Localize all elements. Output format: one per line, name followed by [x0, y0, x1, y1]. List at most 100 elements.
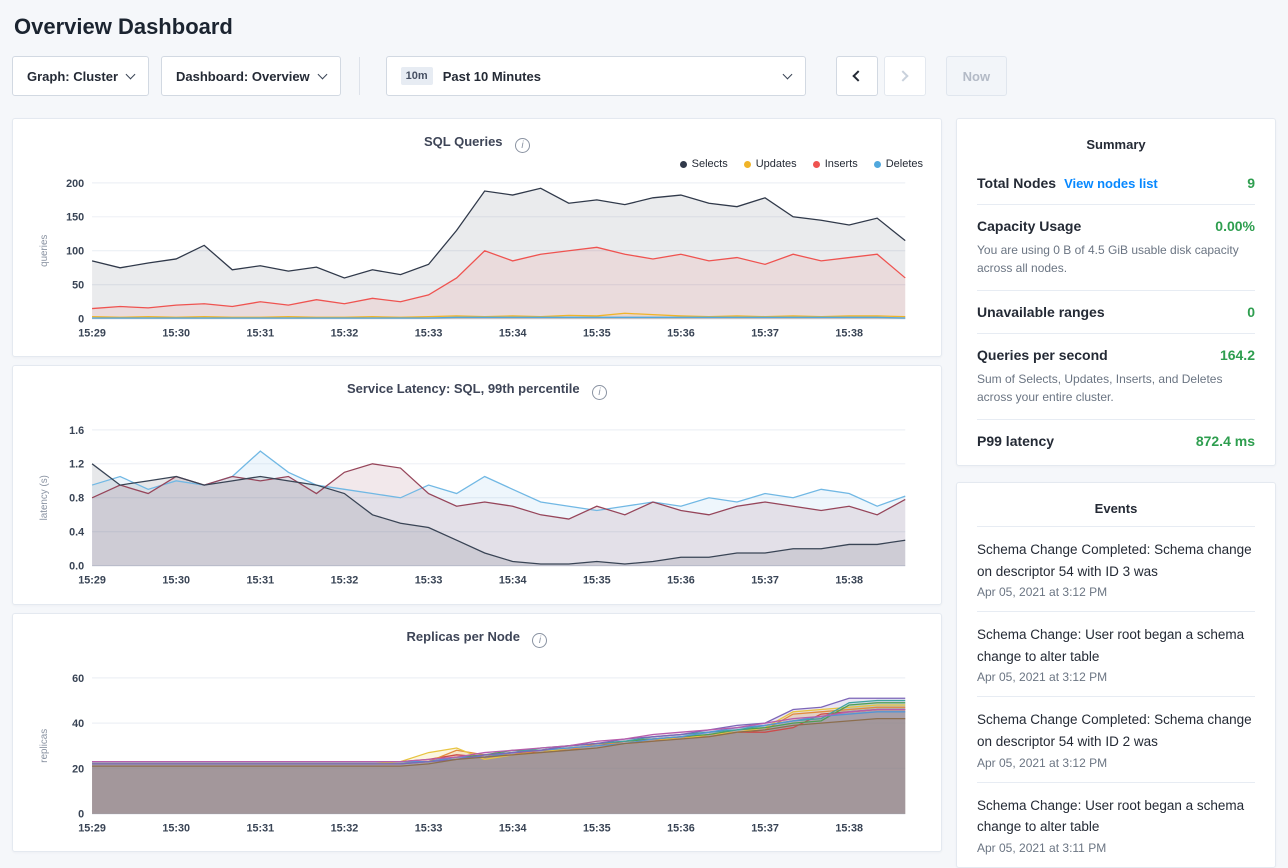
time-range-label: Past 10 Minutes — [442, 68, 541, 84]
svg-text:15:34: 15:34 — [499, 575, 527, 587]
svg-text:15:38: 15:38 — [835, 822, 863, 834]
time-range-badge: 10m — [400, 67, 433, 85]
event-text: Schema Change Completed: Schema change o… — [977, 712, 1252, 749]
svg-text:15:30: 15:30 — [162, 822, 190, 834]
events-card: Events Schema Change Completed: Schema c… — [956, 482, 1276, 868]
service-latency-chart[interactable]: 0.0 0.4 0.8 1.2 1.6 15:29 15:30 15:31 15:32 15:33… — [31, 420, 923, 593]
sql-queries-chart[interactable]: 0 50 100 150 200 15:29 15:30 15:31 15:32 15:33 15:… — [31, 173, 923, 346]
chevron-down-icon — [782, 69, 793, 80]
event-item: Schema Change: User root began a schema … — [977, 781, 1255, 867]
summary-value: 872.4 ms — [1195, 433, 1255, 449]
dashboard-dropdown[interactable]: Dashboard: Overview — [161, 56, 341, 96]
legend-item: Selects — [679, 158, 728, 170]
time-nav-buttons — [835, 56, 926, 96]
svg-text:15:33: 15:33 — [415, 822, 443, 834]
event-time: Apr 05, 2021 at 3:12 PM — [977, 755, 1108, 770]
summary-label: Queries per second — [977, 347, 1108, 363]
svg-text:15:37: 15:37 — [751, 327, 779, 339]
summary-value: 0 — [1247, 304, 1255, 320]
summary-row-unavailable-ranges: Unavailable ranges 0 — [977, 290, 1255, 333]
summary-row-capacity-usage: Capacity Usage 0.00% You are using 0 B o… — [977, 204, 1255, 290]
svg-text:15:35: 15:35 — [583, 822, 611, 834]
charts-column: SQL Queries i Selects Updates Inserts — [12, 118, 942, 860]
chart-title: Replicas per Node — [406, 628, 520, 644]
svg-text:1.6: 1.6 — [69, 425, 84, 437]
info-icon[interactable]: i — [514, 138, 530, 153]
svg-text:15:37: 15:37 — [751, 822, 779, 834]
legend-dot — [812, 160, 820, 168]
svg-text:200: 200 — [66, 178, 84, 190]
summary-card: Summary Total Nodes View nodes list 9 Ca… — [956, 118, 1276, 466]
sidebar-column: Summary Total Nodes View nodes list 9 Ca… — [956, 118, 1276, 868]
events-title: Events — [1094, 501, 1138, 516]
svg-text:15:31: 15:31 — [246, 327, 274, 339]
svg-text:15:33: 15:33 — [415, 327, 443, 339]
chart-card-sql-queries: SQL Queries i Selects Updates Inserts — [12, 118, 942, 358]
svg-text:15:37: 15:37 — [751, 575, 779, 587]
time-next-button[interactable] — [883, 56, 926, 96]
svg-text:15:29: 15:29 — [78, 575, 106, 587]
svg-text:15:31: 15:31 — [246, 822, 274, 834]
svg-text:15:29: 15:29 — [78, 822, 106, 834]
legend-dot — [679, 160, 687, 168]
summary-description: You are using 0 B of 4.5 GiB usable disk… — [977, 243, 1239, 275]
legend-item: Inserts — [812, 158, 858, 170]
svg-text:latency (s): latency (s) — [39, 475, 50, 520]
svg-text:15:36: 15:36 — [667, 327, 695, 339]
info-icon[interactable]: i — [532, 632, 548, 648]
svg-text:0.0: 0.0 — [69, 561, 84, 573]
legend-item: Updates — [743, 158, 797, 170]
chevron-down-icon — [125, 69, 136, 80]
svg-text:15:35: 15:35 — [583, 575, 611, 587]
summary-value: 164.2 — [1219, 347, 1255, 363]
dashboard-dropdown-label: Dashboard: Overview — [176, 68, 310, 84]
chevron-left-icon — [852, 70, 864, 82]
event-time: Apr 05, 2021 at 3:11 PM — [977, 840, 1107, 855]
now-button[interactable]: Now — [945, 56, 1008, 96]
summary-row-queries-per-second: Queries per second 164.2 Sum of Selects,… — [977, 333, 1255, 419]
legend-item: Deletes — [873, 158, 923, 170]
svg-text:40: 40 — [72, 718, 84, 730]
chevron-down-icon — [317, 69, 328, 80]
summary-row-p99-latency: P99 latency 872.4 ms — [977, 419, 1255, 465]
info-icon[interactable]: i — [592, 385, 608, 401]
summary-label: Unavailable ranges — [977, 304, 1105, 320]
event-text: Schema Change: User root began a schema … — [977, 627, 1245, 664]
event-time: Apr 05, 2021 at 3:12 PM — [977, 585, 1108, 600]
svg-text:15:38: 15:38 — [835, 327, 863, 339]
event-item: Schema Change: User root began a schema … — [977, 611, 1255, 696]
graph-dropdown[interactable]: Graph: Cluster — [12, 56, 150, 96]
chart-header: Replicas per Node i — [31, 628, 923, 650]
summary-value: 9 — [1247, 175, 1255, 191]
toolbar-divider — [358, 57, 360, 95]
svg-text:0: 0 — [78, 808, 84, 820]
svg-text:15:34: 15:34 — [499, 822, 527, 834]
svg-text:15:36: 15:36 — [667, 822, 695, 834]
chart-header: SQL Queries i — [31, 133, 923, 155]
svg-text:150: 150 — [66, 212, 84, 224]
chart-card-replicas-per-node: Replicas per Node i 0 20 40 60 15:29 15:30 15:… — [12, 612, 942, 852]
time-range-picker[interactable]: 10m Past 10 Minutes — [385, 56, 806, 96]
svg-text:15:29: 15:29 — [78, 327, 106, 339]
svg-text:15:36: 15:36 — [667, 575, 695, 587]
chart-title: Service Latency: SQL, 99th percentile — [346, 381, 580, 397]
event-item: Schema Change Completed: Schema change o… — [977, 526, 1255, 611]
graph-dropdown-label: Graph: Cluster — [27, 68, 119, 84]
replicas-per-node-chart[interactable]: 0 20 40 60 15:29 15:30 15:31 15:32 15:33 15:34 15:… — [31, 668, 923, 841]
svg-text:15:31: 15:31 — [246, 575, 274, 587]
time-prev-button[interactable] — [835, 56, 878, 96]
event-text: Schema Change: User root began a schema … — [977, 797, 1245, 835]
chart-legend: Selects Updates Inserts Deletes — [31, 155, 923, 173]
svg-text:15:30: 15:30 — [162, 575, 190, 587]
summary-label: Total Nodes — [977, 175, 1057, 191]
view-nodes-list-link[interactable]: View nodes list — [1064, 176, 1158, 191]
event-time: Apr 05, 2021 at 3:12 PM — [977, 670, 1108, 685]
chevron-right-icon — [897, 70, 909, 82]
svg-text:60: 60 — [72, 672, 84, 684]
svg-text:15:32: 15:32 — [331, 327, 359, 339]
svg-text:15:35: 15:35 — [583, 327, 611, 339]
svg-text:replicas: replicas — [39, 728, 50, 762]
chart-header: Service Latency: SQL, 99th percentile i — [31, 380, 923, 402]
svg-text:0.8: 0.8 — [69, 493, 84, 505]
